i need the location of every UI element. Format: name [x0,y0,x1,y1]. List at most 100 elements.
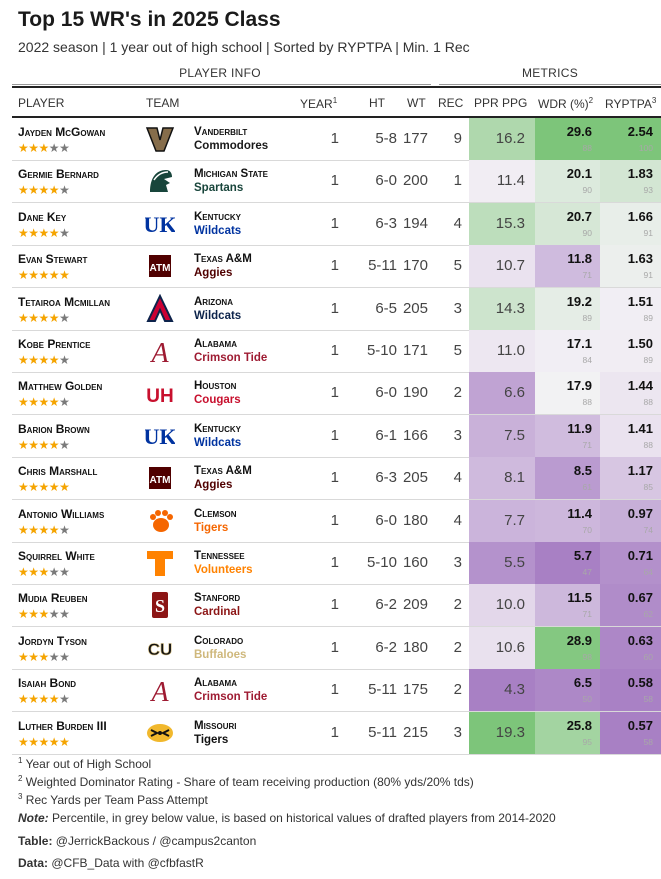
col-header-ppr: PPR PPG [474,96,528,110]
star-icon: ★ [48,734,60,749]
col-header-wt: WT [407,96,426,110]
ryptpa-value: 0.57 [627,717,653,733]
star-icon: ★ [48,480,60,495]
table-row: Antonio Williams ★★★★★ Clemson Tigers 1 6-0 18… [12,499,661,543]
col-header-wdr: WDR (%)2 [538,96,593,111]
metrics-spanner-line [439,84,661,85]
year-value: 1 [330,596,339,614]
star-icon: ★ [59,607,70,622]
height-value: 6-0 [375,172,397,190]
ryptpa-value: 1.41 [627,420,653,436]
ppr-value: 19.3 [495,723,525,741]
recruit-stars: ★★★★★ [18,649,70,664]
team-nickname: Tigers [194,733,229,746]
wdr-percentile: 88 [582,143,592,153]
recruit-stars: ★★★★★ [18,226,70,240]
team-school: Texas A&M [194,465,252,478]
player-info-spanner: PLAYER INFO [179,66,261,80]
star-icon: ★ [38,480,50,495]
team-school: Clemson [194,507,237,520]
ryptpa-cell: 1.44 88 [600,372,661,415]
star-icon: ★ [28,692,39,707]
svg-text:CU: CU [148,640,173,659]
col-header-ryptpa-sup: 3 [651,96,657,105]
footnote-1: 1 Year out of High School [18,756,151,771]
weight-value: 194 [402,214,428,232]
star-icon: ★ [38,607,50,622]
ryptpa-cell: 2.54 100 [600,118,661,160]
wdr-cell: 11.4 70 [535,499,600,542]
footnote-3-sup: 3 [18,792,23,801]
rec-value: 2 [453,596,462,614]
star-icon: ★ [28,395,39,410]
team-nickname: Wildcats [194,309,242,322]
rec-value: 2 [453,638,462,656]
player-name: Squirrel White [18,549,95,563]
svg-text:S: S [155,596,165,616]
wdr-value: 11.9 [567,420,592,436]
ryptpa-percentile: 89 [643,312,653,323]
player-name: Jayden McGowan [18,125,106,139]
col-header-wdr-label: WDR (%) [538,97,589,111]
team-nickname: Wildcats [194,224,242,237]
team-school: Vanderbilt [194,126,248,138]
height-value: 5-11 [368,723,397,741]
star-icon: ★ [48,522,60,537]
star-icon: ★ [18,565,29,579]
rec-value: 4 [453,214,462,232]
wdr-cell: 17.1 84 [535,330,600,372]
wdr-cell: 11.8 71 [535,245,600,288]
data-credit-text: @CFB_Data with @cfbfastR [51,856,204,870]
year-value: 1 [330,257,339,275]
ryptpa-percentile: 58 [643,694,653,705]
ryptpa-percentile: 91 [643,227,653,238]
recruit-stars: ★★★★★ [18,480,70,495]
wdr-cell: 11.9 71 [535,414,600,457]
team-school: Kentucky [194,422,241,435]
team-nickname: Buffaloes [194,648,247,661]
ppr-value: 16.2 [495,130,525,147]
ryptpa-value: 1.50 [627,336,653,351]
rec-value: 2 [453,681,462,699]
svg-text:A: A [149,338,169,366]
team-school: Houston [194,380,237,393]
ppr-cell: 5.5 [469,542,535,584]
wdr-percentile: 98 [582,651,592,662]
wdr-value: 20.1 [566,166,592,182]
svg-text:ATM: ATM [150,475,171,486]
col-header-year: YEAR1 [300,96,337,111]
star-icon: ★ [28,734,39,749]
table-row: Chris Marshall ★★★★★ ATM Texas A&M Aggies 1 6-… [12,457,661,501]
footnote-3-text: Rec Yards per Team Pass Attempt [25,793,208,807]
star-icon: ★ [59,268,70,283]
year-value: 1 [330,130,339,147]
recruit-stars: ★★★★★ [18,353,70,367]
year-value: 1 [330,554,339,571]
ryptpa-value: 1.44 [627,378,653,394]
col-header-year-sup: 1 [332,96,338,105]
star-icon: ★ [59,649,70,664]
height-value: 6-2 [375,596,397,614]
height-value: 6-5 [375,299,397,317]
ryptpa-value: 0.63 [627,632,653,648]
ppr-value: 11.4 [496,172,525,190]
star-icon: ★ [38,649,50,664]
ryptpa-value: 0.67 [627,590,653,606]
alabama-a-logo: A [145,336,175,369]
ryptpa-value: 1.83 [627,166,653,182]
ryptpa-value: 0.58 [627,675,653,691]
star-icon: ★ [59,692,70,707]
star-icon: ★ [28,437,39,452]
weight-value: 171 [402,342,428,359]
recruit-stars: ★★★★★ [18,607,70,622]
ryptpa-percentile: 100 [638,143,653,153]
rec-value: 3 [453,723,462,741]
star-icon: ★ [48,395,60,410]
ryptpa-percentile: 85 [643,482,653,493]
star-icon: ★ [48,141,60,155]
metrics-spanner: METRICS [521,66,579,80]
uk-logo: UK [144,421,177,451]
wdr-percentile: 95 [582,736,592,747]
wdr-cell: 11.5 71 [535,584,600,627]
player-name: Tetairoa Mcmillan [18,294,111,309]
